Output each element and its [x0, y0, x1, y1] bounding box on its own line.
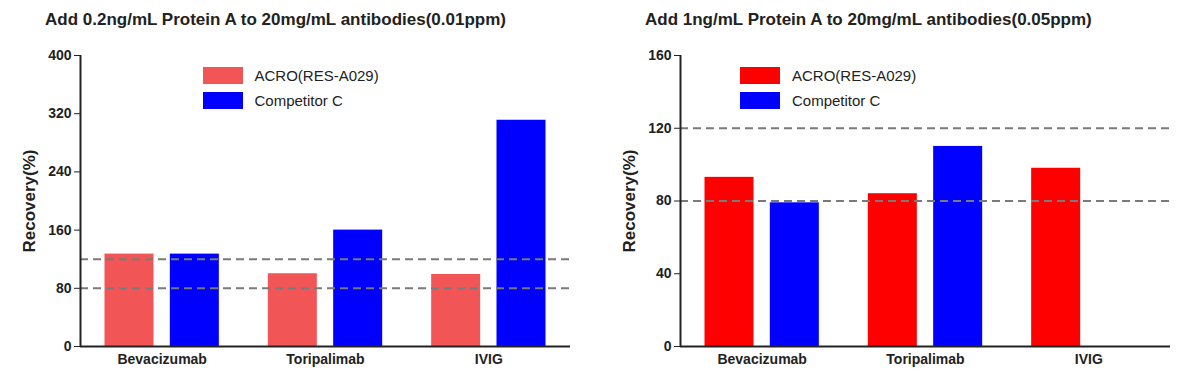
- svg-text:80: 80: [656, 192, 672, 208]
- svg-text:Toripalimab: Toripalimab: [886, 351, 964, 367]
- html-text:Add 1ng/mL Protein A to 20mg/m: Add 1ng/mL Protein A to 20mg/mL antibodi…: [645, 10, 1092, 29]
- html-text:ACRO(RES-A029): ACRO(RES-A029): [792, 67, 917, 84]
- svg-text:80: 80: [56, 280, 72, 296]
- svg-text:160: 160: [648, 47, 672, 63]
- svg-text:0: 0: [64, 338, 72, 354]
- svg-text:0: 0: [664, 338, 672, 354]
- svg-text:IVIG: IVIG: [475, 351, 503, 367]
- html-text:Competitor C: Competitor C: [792, 92, 881, 109]
- svg-text:240: 240: [48, 163, 72, 179]
- svg-text:40: 40: [656, 265, 672, 281]
- svg-text:Toripalimab: Toripalimab: [286, 351, 364, 367]
- html-text:Competitor C: Competitor C: [254, 92, 343, 109]
- svg-text:IVIG: IVIG: [1075, 351, 1103, 367]
- svg-text:320: 320: [48, 105, 72, 121]
- svg-text:Recovery(%): Recovery(%): [620, 150, 639, 253]
- svg-text:160: 160: [48, 222, 72, 238]
- svg-text:Bevacizumab: Bevacizumab: [117, 351, 206, 367]
- svg-text:400: 400: [48, 47, 72, 63]
- html-text:Add 0.2ng/mL Protein A to 20mg: Add 0.2ng/mL Protein A to 20mg/mL antibo…: [45, 10, 506, 29]
- svg-text:Bevacizumab: Bevacizumab: [717, 351, 806, 367]
- svg-text:120: 120: [648, 120, 672, 136]
- html-text:ACRO(RES-A029): ACRO(RES-A029): [254, 67, 379, 84]
- svg-text:Recovery(%): Recovery(%): [20, 150, 39, 253]
